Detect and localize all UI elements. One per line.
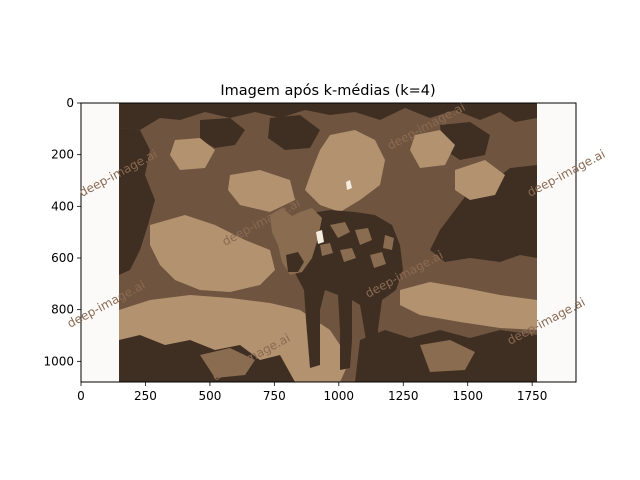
- x-tick-label: 0: [77, 389, 85, 403]
- hyena-head: [270, 208, 322, 275]
- dark-upper-patch-3: [440, 122, 490, 160]
- dark-right-shadow: [430, 165, 537, 262]
- light-patch-mid: [228, 170, 295, 212]
- y-axis: 0 200 400 600 800 1000: [43, 96, 81, 368]
- hyena-muzzle: [286, 252, 304, 272]
- y-tick-label: 1000: [43, 354, 74, 368]
- x-tick-label: 500: [198, 389, 221, 403]
- mid-ground-texture: [200, 348, 255, 378]
- y-tick-label: 400: [51, 199, 74, 213]
- plot-frame: [80, 102, 577, 383]
- image-margin-right: [537, 103, 576, 382]
- y-tick-label: 0: [66, 96, 74, 110]
- y-tick-label: 600: [51, 251, 74, 265]
- light-path-right: [400, 282, 537, 330]
- dark-left-shadow: [119, 128, 155, 275]
- y-tick-label: 800: [51, 303, 74, 317]
- dark-upper-patch: [200, 118, 245, 148]
- hyena-highlight: [316, 180, 352, 244]
- chart-title: Imagem após k-médias (k=4): [220, 83, 435, 99]
- light-patch-right-mid: [455, 160, 505, 200]
- light-glow-center: [305, 130, 385, 212]
- light-patch-upper-left: [170, 138, 215, 170]
- kmeans-image: [81, 103, 576, 382]
- dark-upper-patch-2: [268, 115, 320, 150]
- x-tick-label: 250: [134, 389, 157, 403]
- x-tick-label: 1250: [388, 389, 419, 403]
- y-tick-label: 200: [51, 148, 74, 162]
- hyena-spots: [320, 222, 394, 268]
- mid-ground-texture-2: [420, 340, 475, 372]
- x-tick-label: 1750: [517, 389, 548, 403]
- x-axis: 0 250 500 750 1000 1250 1500 1750: [77, 382, 547, 403]
- x-tick-label: 1000: [324, 389, 355, 403]
- image-margin-left: [81, 103, 119, 382]
- dark-canopy: [119, 103, 537, 130]
- light-patch-upper-right: [410, 130, 455, 168]
- x-tick-label: 1500: [452, 389, 483, 403]
- light-glow-left: [150, 215, 275, 292]
- x-tick-label: 750: [263, 389, 286, 403]
